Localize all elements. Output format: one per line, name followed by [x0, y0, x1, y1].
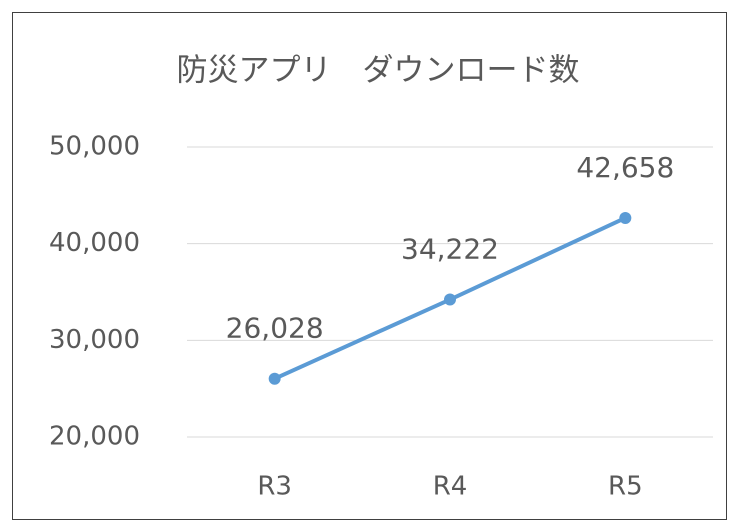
chart-title: 防災アプリ ダウンロード数: [177, 53, 580, 89]
y-tick-label: 50,000: [49, 132, 140, 162]
x-tick-label: R5: [608, 472, 643, 502]
data-label: 34,222: [401, 233, 499, 266]
data-label: 42,658: [576, 151, 674, 184]
y-tick-label: 40,000: [49, 228, 140, 258]
y-tick-label: 20,000: [49, 422, 140, 452]
y-tick-label: 30,000: [49, 325, 140, 355]
x-tick-label: R3: [257, 472, 292, 502]
data-label: 26,028: [226, 312, 324, 345]
point: [444, 293, 456, 306]
point: [619, 211, 632, 224]
chart-frame: [12, 12, 727, 520]
x-tick-label: R4: [433, 472, 468, 502]
point: [268, 372, 281, 385]
